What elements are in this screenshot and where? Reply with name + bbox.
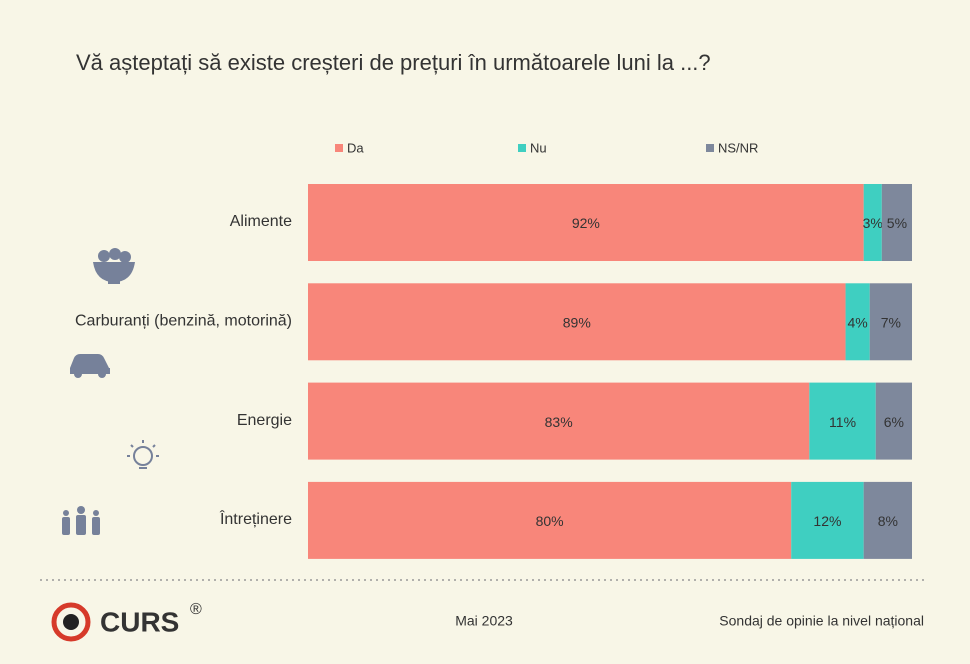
category-label: Energie bbox=[237, 412, 292, 429]
category-label: Alimente bbox=[230, 213, 292, 230]
value-label: 8% bbox=[878, 513, 898, 529]
bar-segment bbox=[875, 382, 912, 460]
logo: CURS ® bbox=[51, 601, 202, 642]
value-label: 92% bbox=[572, 215, 600, 231]
value-label: 5% bbox=[887, 215, 907, 231]
value-label: 4% bbox=[848, 315, 868, 331]
value-label: 12% bbox=[813, 513, 841, 529]
bar-segment bbox=[308, 184, 864, 261]
category-label: Carburanți (benzină, motorină) bbox=[75, 313, 292, 330]
bar-segment bbox=[869, 283, 912, 361]
logo-mark: ® bbox=[190, 601, 202, 618]
legend-swatch bbox=[518, 144, 526, 152]
bar-segment bbox=[845, 283, 870, 361]
legend-swatch bbox=[706, 144, 714, 152]
value-label: 6% bbox=[884, 414, 904, 430]
value-label: 3% bbox=[863, 215, 883, 231]
bar-segment bbox=[308, 382, 810, 460]
legend-label: NS/NR bbox=[718, 140, 758, 155]
legend-label: Da bbox=[347, 140, 364, 155]
bar-segment bbox=[791, 481, 864, 559]
car-icon bbox=[70, 354, 110, 378]
legend-label: Nu bbox=[530, 140, 547, 155]
legend-swatch bbox=[335, 144, 343, 152]
bar-segment bbox=[863, 184, 882, 261]
bar-segment bbox=[809, 382, 876, 460]
bar-segment bbox=[881, 184, 912, 261]
footer-date: Mai 2023 bbox=[455, 613, 513, 629]
footer-note: Sondaj de opinie la nivel național bbox=[719, 613, 924, 629]
bulb-icon bbox=[127, 440, 159, 469]
bar-segment bbox=[863, 481, 912, 559]
family-icon bbox=[62, 506, 100, 535]
value-label: 7% bbox=[881, 315, 901, 331]
logo-text: CURS bbox=[100, 606, 179, 637]
chart-title: Vă așteptați să existe creșteri de prețu… bbox=[76, 50, 711, 75]
value-label: 11% bbox=[829, 414, 856, 430]
bar-segment bbox=[308, 481, 792, 559]
value-label: 83% bbox=[545, 414, 573, 430]
category-label: Întreținere bbox=[219, 509, 292, 528]
food-icon bbox=[93, 248, 135, 284]
value-label: 89% bbox=[563, 315, 591, 331]
value-label: 80% bbox=[536, 513, 564, 529]
bar-segment bbox=[308, 283, 846, 361]
